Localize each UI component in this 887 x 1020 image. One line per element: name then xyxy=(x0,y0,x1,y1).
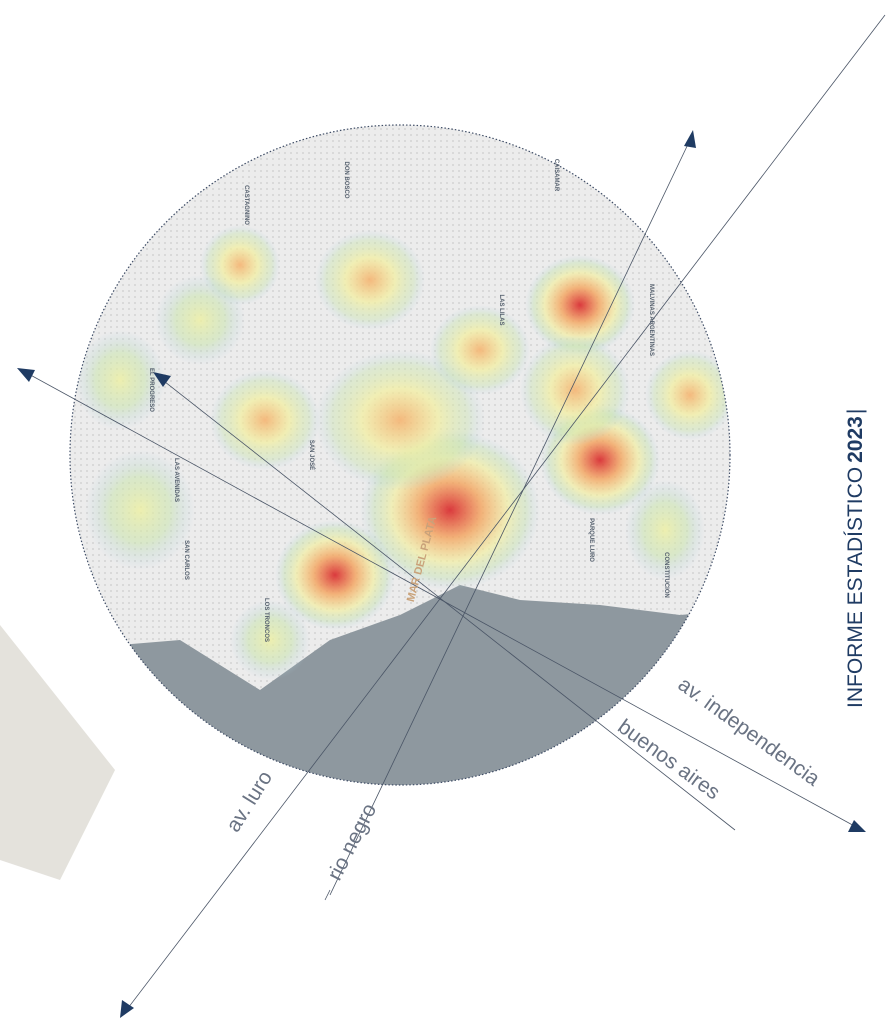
report-year: 2023 xyxy=(844,416,867,463)
street-label: av. luro xyxy=(222,767,277,836)
neighborhood-label: LOS TRONCOS xyxy=(263,598,269,642)
street-label: rio negro xyxy=(323,800,381,884)
map-circle xyxy=(70,125,730,785)
circle-border xyxy=(69,124,731,786)
neighborhood-label: DON BOSCO xyxy=(343,161,349,198)
neighborhood-label: LAS AVENIDAS xyxy=(173,458,179,502)
neighborhood-label: SAN CARLOS xyxy=(183,540,189,580)
neighborhood-label: PARQUE LURO xyxy=(588,518,594,562)
report-title-text: INFORME ESTADÍSTICO xyxy=(844,467,867,708)
neighborhood-label: EL PROGRESO xyxy=(148,368,154,412)
neighborhood-label: CONSTITUCIÓN xyxy=(663,552,671,598)
report-separator: | xyxy=(844,409,867,414)
report-title: INFORME ESTADÍSTICO 2023 | xyxy=(844,409,867,708)
neighborhood-label: MALVINAS ARGENTINAS xyxy=(648,284,654,356)
axes xyxy=(17,14,886,1018)
land-fragment xyxy=(0,625,115,880)
neighborhood-label: CAISAMAR xyxy=(553,159,559,192)
street-label: buenos aires xyxy=(613,715,724,804)
neighborhood-label: LAS LILAS xyxy=(498,295,504,326)
neighborhood-label: CASTAGNINO xyxy=(243,185,249,225)
neighborhood-label: SAN JOSÉ xyxy=(308,440,316,470)
